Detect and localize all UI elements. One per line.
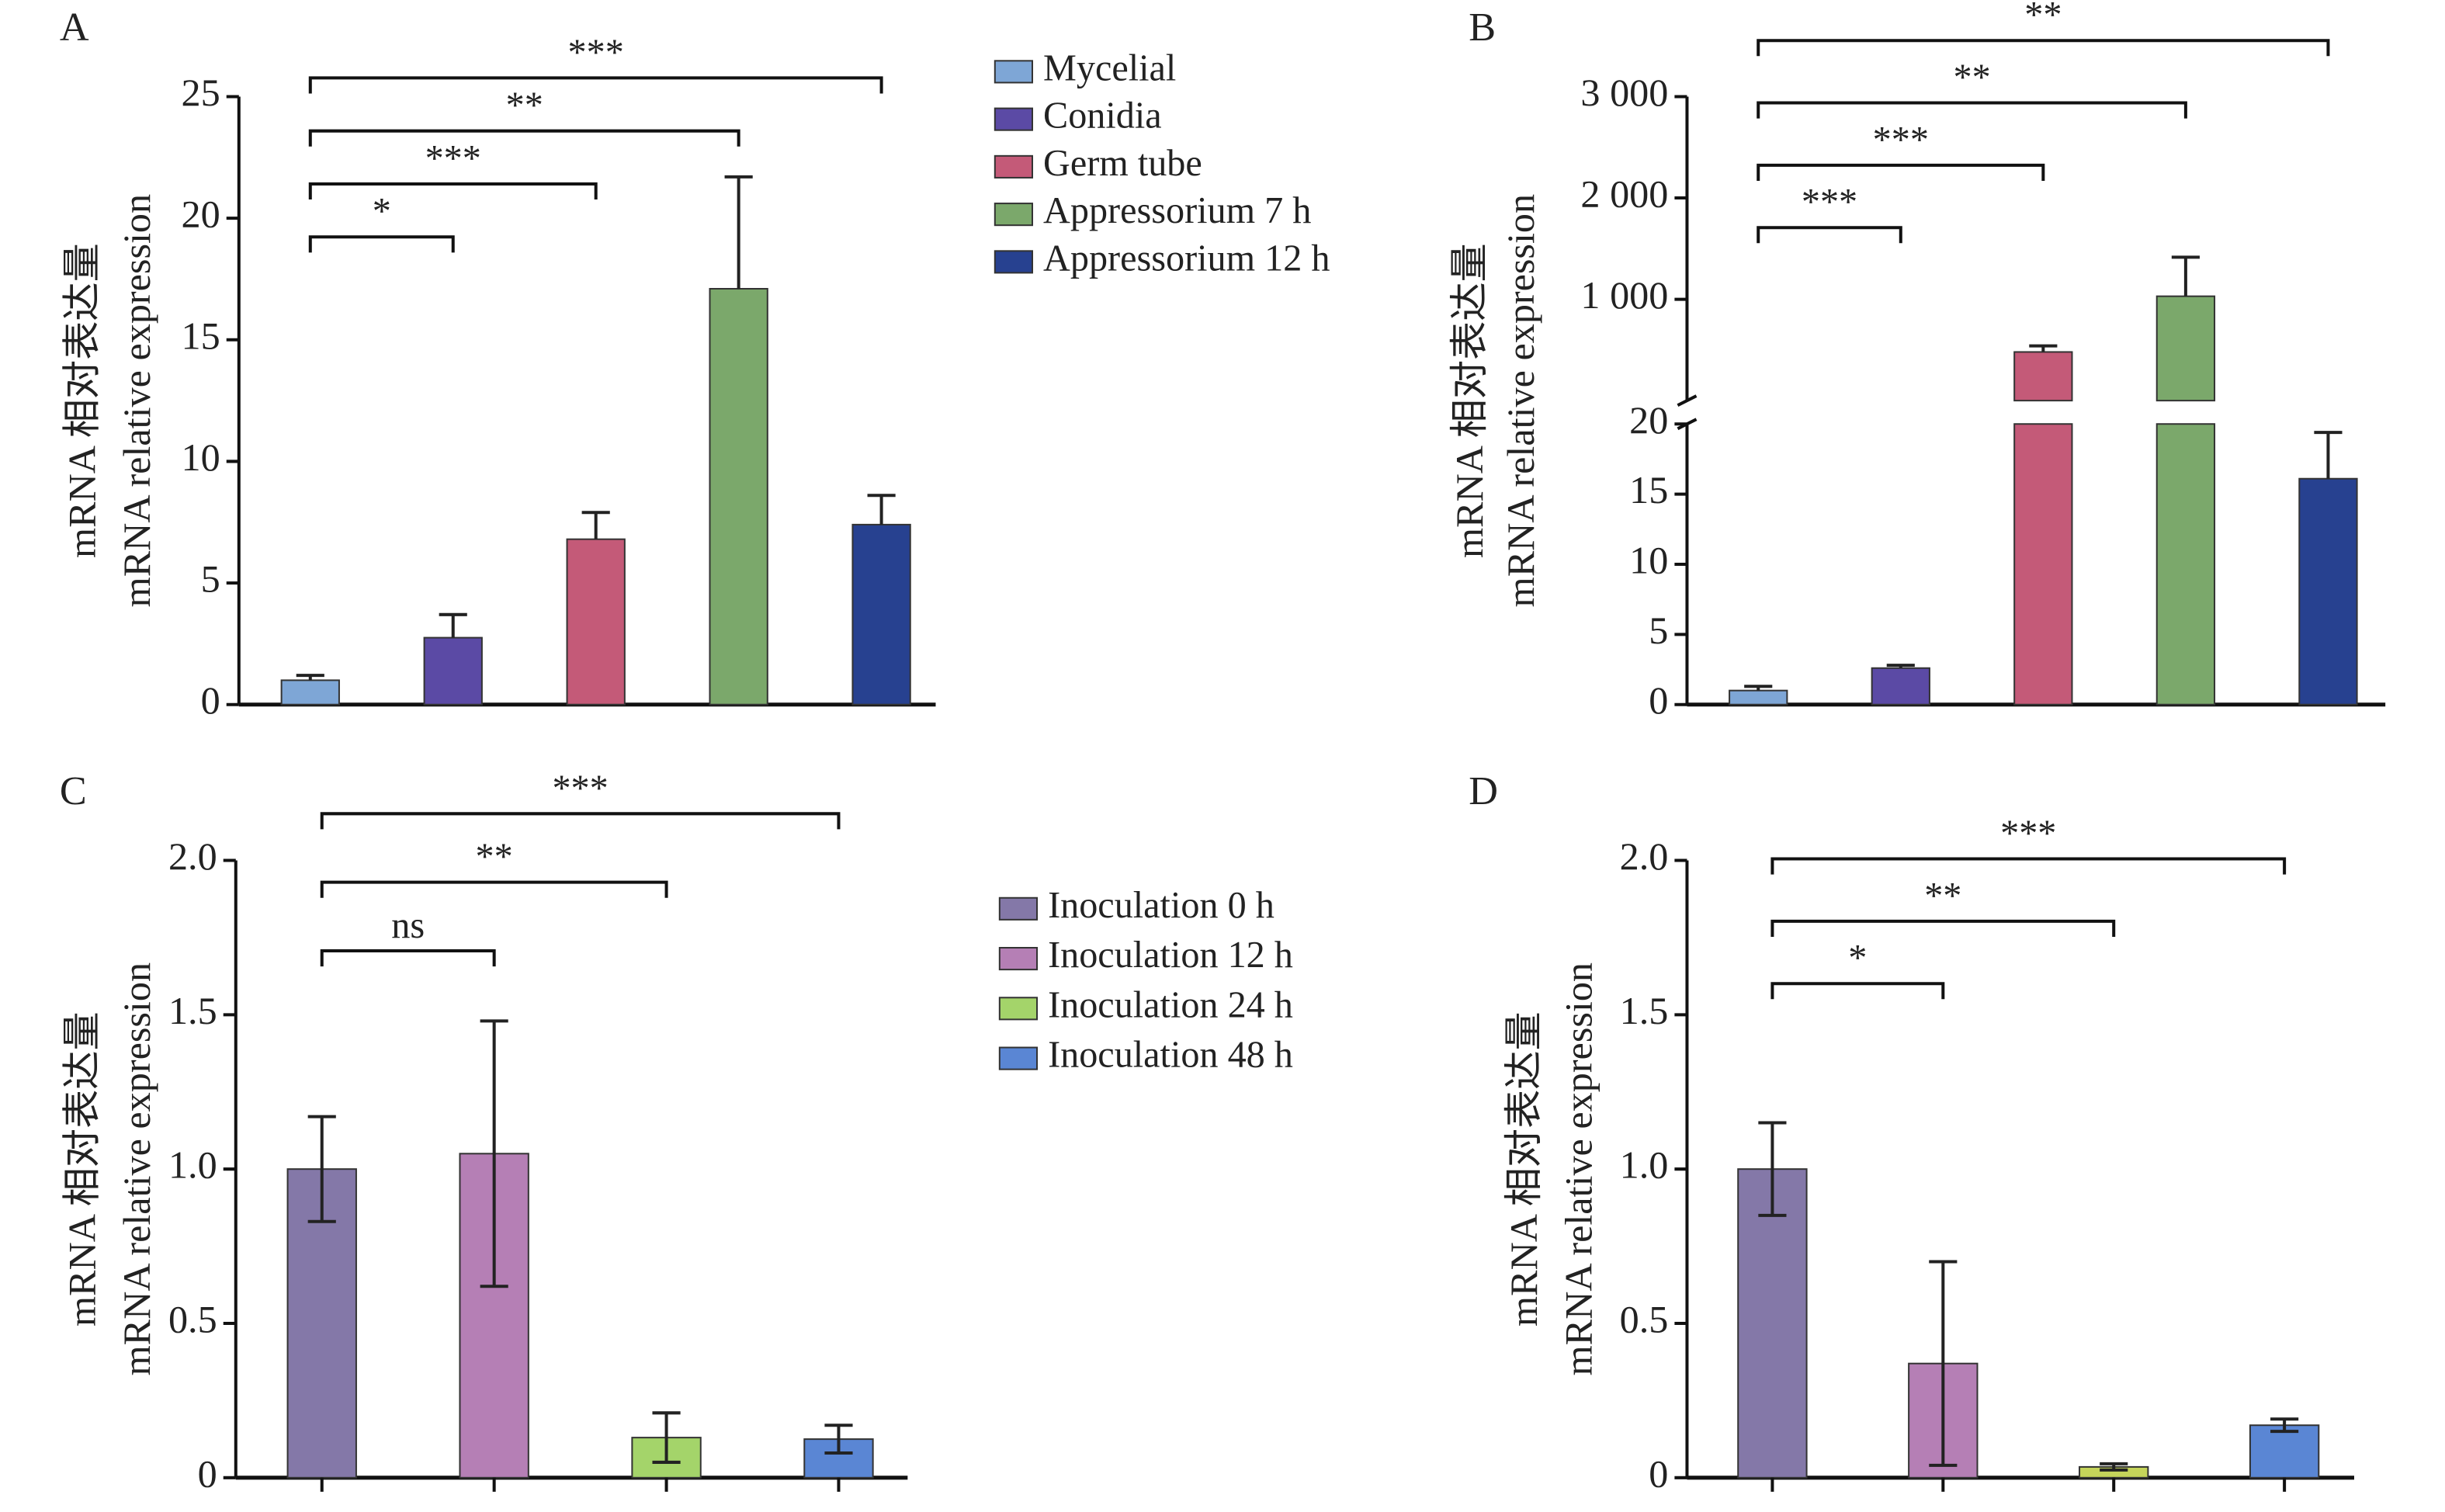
significance-label: * [1848, 938, 1867, 979]
bar [1871, 667, 1930, 706]
axis-break [1677, 394, 1698, 407]
y-tick-label: 0 [1649, 1451, 1668, 1495]
significance-bracket [308, 129, 740, 147]
legend-swatch [998, 896, 1039, 921]
panel-label: C [60, 768, 87, 813]
y-tick-label: 3 000 [1580, 71, 1668, 114]
y-tick-label: 1.0 [1620, 1143, 1669, 1187]
bar [2155, 423, 2216, 706]
y-tick-label: 0 [1649, 678, 1668, 722]
bar [1729, 689, 1788, 706]
significance-label: *** [1873, 120, 1929, 161]
significance-bracket [1757, 163, 2045, 181]
y-tick-label: 15 [182, 314, 220, 357]
bar [1737, 1168, 1808, 1479]
bar [280, 679, 340, 706]
legend-swatch [994, 107, 1033, 131]
y-tick-label: 0 [201, 678, 220, 722]
legend-swatch [994, 203, 1033, 227]
significance-bracket [1770, 982, 1945, 1000]
panel-label: B [1469, 5, 1496, 50]
y-axis-label: mRNA relative expression [115, 194, 158, 607]
bar [2249, 1424, 2320, 1479]
significance-bracket [320, 812, 841, 830]
significance-label: *** [2000, 813, 2056, 854]
significance-label: *** [425, 138, 481, 179]
legend-swatch [994, 60, 1033, 84]
y-axis-label: mRNA relative expression [1499, 194, 1542, 607]
significance-label: ** [476, 837, 513, 878]
y-tick-label: 1.5 [168, 989, 217, 1032]
legend-label: Appressorium 12 h [1043, 238, 1330, 279]
y-tick-label: 5 [201, 557, 220, 601]
y-tick-label: 1 000 [1580, 273, 1668, 317]
y-axis-label: mRNA 相对表达量 [61, 1011, 104, 1326]
legend-label: Inoculation 12 h [1048, 935, 1293, 976]
y-tick-label: 5 [1649, 609, 1668, 652]
y-axis-label: mRNA 相对表达量 [61, 243, 104, 558]
y-tick-label: 15 [1629, 468, 1668, 512]
significance-bracket [308, 76, 883, 94]
legend-label: Germ tube [1043, 143, 1202, 184]
bar [851, 523, 911, 706]
y-tick-label: 0.5 [1620, 1298, 1669, 1341]
legend-label: Appressorium 7 h [1043, 190, 1311, 231]
significance-label: ** [2024, 0, 2062, 36]
significance-bracket [308, 182, 598, 200]
significance-bracket [1770, 857, 2287, 875]
bar [2013, 423, 2073, 706]
legend-label: Mycelial [1043, 47, 1176, 88]
significance-bracket [320, 949, 496, 967]
significance-label: ** [1953, 57, 1990, 98]
legend-swatch [998, 997, 1039, 1021]
bar [566, 538, 626, 706]
bar [2013, 351, 2073, 402]
y-tick-label: 2 000 [1580, 172, 1668, 216]
significance-label: *** [1802, 182, 1857, 223]
significance-bracket [1757, 39, 2330, 57]
y-tick-label: 0.5 [168, 1298, 217, 1341]
y-axis-label: mRNA 相对表达量 [1502, 1011, 1545, 1326]
bar [2298, 477, 2358, 706]
legend-label: Inoculation 48 h [1048, 1035, 1293, 1076]
significance-bracket [1757, 101, 2187, 119]
bar [423, 636, 483, 706]
panel-label: D [1469, 768, 1498, 813]
y-tick-label: 25 [182, 71, 220, 114]
y-axis-label: mRNA relative expression [115, 962, 158, 1375]
y-tick-label: 20 [1629, 398, 1668, 442]
y-tick-label: 0 [198, 1451, 217, 1495]
significance-label: * [373, 191, 391, 232]
significance-bracket [308, 235, 455, 253]
y-tick-label: 10 [182, 435, 220, 479]
significance-label: *** [568, 32, 624, 73]
y-tick-label: 2.0 [1620, 834, 1669, 878]
y-tick-label: 1.5 [1620, 989, 1669, 1032]
bar [2155, 295, 2216, 402]
bar [709, 288, 768, 706]
legend-swatch [994, 250, 1033, 274]
y-tick-label: 2.0 [168, 834, 217, 878]
legend-swatch [994, 154, 1033, 179]
y-axis-label: mRNA relative expression [1556, 962, 1600, 1375]
y-axis-label: mRNA 相对表达量 [1448, 243, 1491, 558]
significance-label: ** [1924, 876, 1961, 917]
significance-bracket [320, 880, 668, 898]
significance-label: *** [552, 768, 608, 809]
legend-label: Conidia [1043, 95, 1162, 137]
legend-swatch [998, 947, 1039, 971]
y-tick-label: 20 [182, 192, 220, 236]
significance-label: ns [391, 905, 425, 946]
legend-swatch [998, 1046, 1039, 1070]
panel-label: A [60, 5, 89, 50]
legend-label: Inoculation 24 h [1048, 984, 1293, 1025]
significance-bracket [1757, 226, 1902, 244]
legend-label: Inoculation 0 h [1048, 885, 1275, 926]
significance-bracket [1770, 919, 2116, 937]
significance-label: ** [506, 85, 543, 127]
y-tick-label: 10 [1629, 539, 1668, 582]
y-tick-label: 1.0 [168, 1143, 217, 1187]
